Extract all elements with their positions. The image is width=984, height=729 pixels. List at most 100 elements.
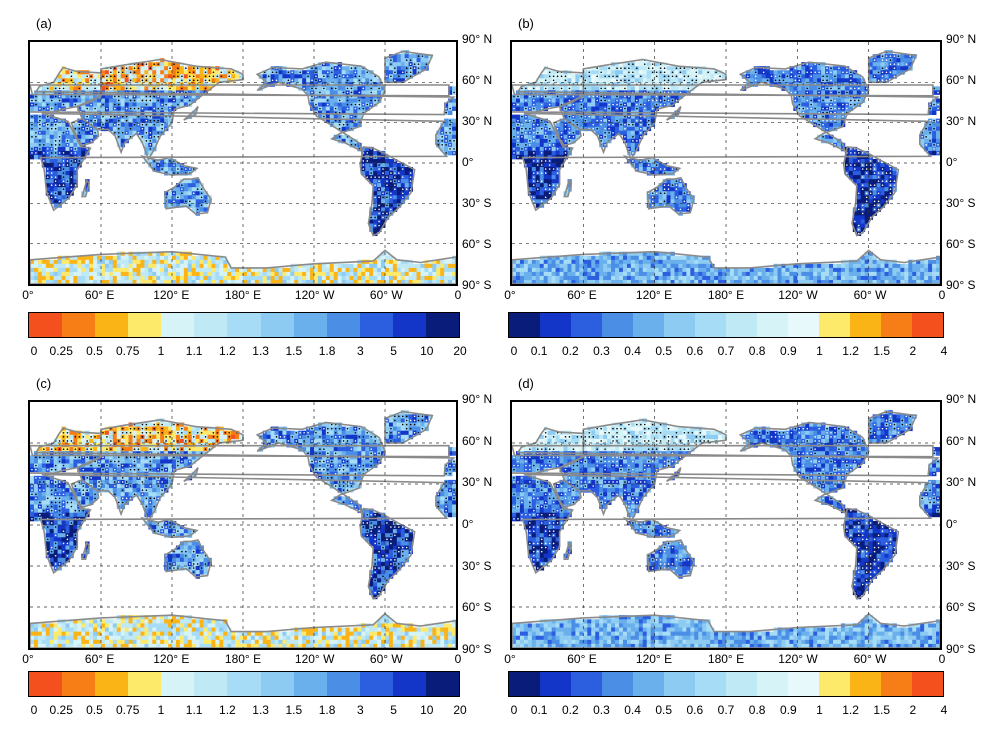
longitude-tick-label: 60° E bbox=[85, 288, 114, 302]
colorbar-segment bbox=[393, 313, 426, 337]
latitude-tick-label: 30° N bbox=[946, 475, 976, 489]
longitude-tick-label: 120° W bbox=[295, 652, 334, 666]
latitude-tick-label: 0° bbox=[462, 517, 473, 531]
colorbar-segment bbox=[194, 672, 227, 696]
colorbar-segment bbox=[633, 672, 664, 696]
colorbar-tick-label: 0.2 bbox=[562, 703, 579, 717]
colorbar-tick-label: 1.1 bbox=[186, 703, 203, 717]
colorbar-tick-label: 1 bbox=[158, 703, 165, 717]
colorbar-tick-label: 0.5 bbox=[86, 703, 103, 717]
colorbar-tick-label: 0.8 bbox=[749, 344, 766, 358]
colorbar-segment bbox=[602, 672, 633, 696]
latitude-tick-label: 0° bbox=[462, 155, 473, 169]
panel-letter: (c) bbox=[36, 376, 51, 391]
colorbar-tick-label: 2 bbox=[910, 703, 917, 717]
colorbar-segment bbox=[509, 313, 540, 337]
colorbar-segment bbox=[227, 672, 260, 696]
longitude-tick-label: 0 bbox=[939, 652, 946, 666]
colorbar-segment bbox=[571, 313, 602, 337]
longitude-tick-label: 180° E bbox=[225, 652, 261, 666]
latitude-tick-label: 90° N bbox=[462, 392, 492, 406]
colorbar-tick-label: 0.25 bbox=[50, 703, 73, 717]
colorbar-tick-label: 1 bbox=[158, 344, 165, 358]
colorbar-tick-label: 5 bbox=[390, 703, 397, 717]
latitude-tick-label: 90° S bbox=[946, 278, 975, 292]
colorbar-segment bbox=[726, 313, 757, 337]
colorbar-segment bbox=[261, 672, 294, 696]
colorbar-tick-label: 0 bbox=[511, 344, 518, 358]
colorbar-tick-label: 10 bbox=[420, 344, 433, 358]
colorbar-segment bbox=[426, 672, 459, 696]
longitude-tick-label: 0 bbox=[455, 652, 462, 666]
colorbar bbox=[28, 671, 460, 697]
colorbar-segment bbox=[95, 672, 128, 696]
colorbar-tick-label: 1.5 bbox=[873, 703, 890, 717]
colorbar-segment bbox=[29, 672, 62, 696]
colorbar-segment bbox=[261, 313, 294, 337]
colorbar-tick-label: 4 bbox=[941, 344, 948, 358]
latitude-tick-label: 90° N bbox=[946, 32, 976, 46]
panel-letter: (d) bbox=[518, 376, 534, 391]
colorbar-tick-label: 20 bbox=[453, 344, 466, 358]
colorbar-segment bbox=[757, 313, 788, 337]
colorbar-tick-label: 0.5 bbox=[86, 344, 103, 358]
colorbar-tick-label: 1.3 bbox=[252, 344, 269, 358]
colorbar-tick-label: 1.8 bbox=[319, 703, 336, 717]
longitude-tick-label: 0 bbox=[455, 288, 462, 302]
colorbar-tick-label: 0.75 bbox=[116, 344, 139, 358]
longitude-tick-label: 120° E bbox=[636, 288, 672, 302]
latitude-tick-label: 60° N bbox=[462, 73, 492, 87]
colorbar-segment bbox=[360, 313, 393, 337]
colorbar-tick-label: 0 bbox=[31, 703, 38, 717]
colorbar-tick-label: 0.5 bbox=[655, 703, 672, 717]
latitude-tick-label: 60° N bbox=[946, 434, 976, 448]
colorbar-segment bbox=[726, 672, 757, 696]
colorbar-segment bbox=[912, 672, 943, 696]
latitude-tick-label: 30° N bbox=[462, 475, 492, 489]
latitude-tick-label: 60° S bbox=[462, 237, 491, 251]
colorbar-tick-label: 0 bbox=[31, 344, 38, 358]
colorbar-tick-label: 0.4 bbox=[624, 703, 641, 717]
colorbar-tick-label: 1.5 bbox=[873, 344, 890, 358]
latitude-tick-label: 60° N bbox=[946, 73, 976, 87]
latitude-tick-label: 30° N bbox=[462, 114, 492, 128]
map-panel bbox=[510, 40, 942, 286]
colorbar-segment bbox=[850, 313, 881, 337]
longitude-tick-label: 60° W bbox=[370, 288, 403, 302]
colorbar-segment bbox=[695, 313, 726, 337]
colorbar-tick-label: 0 bbox=[511, 703, 518, 717]
map-canvas bbox=[30, 402, 456, 648]
colorbar-segment bbox=[788, 313, 819, 337]
colorbar-tick-label: 3 bbox=[357, 344, 364, 358]
colorbar bbox=[28, 312, 460, 338]
colorbar-segment bbox=[664, 313, 695, 337]
colorbar-tick-label: 0.7 bbox=[718, 703, 735, 717]
map-panel bbox=[510, 400, 942, 650]
colorbar-segment bbox=[881, 672, 912, 696]
longitude-tick-label: 60° E bbox=[567, 288, 596, 302]
colorbar-tick-label: 1.1 bbox=[186, 344, 203, 358]
latitude-tick-label: 60° S bbox=[946, 600, 975, 614]
latitude-tick-label: 60° N bbox=[462, 434, 492, 448]
latitude-tick-label: 90° S bbox=[462, 278, 491, 292]
colorbar-segment bbox=[819, 313, 850, 337]
colorbar-tick-label: 1.2 bbox=[219, 703, 236, 717]
colorbar-tick-label: 0.1 bbox=[531, 344, 548, 358]
colorbar-tick-label: 0.8 bbox=[749, 703, 766, 717]
longitude-tick-label: 60° E bbox=[567, 652, 596, 666]
longitude-tick-label: 120° W bbox=[778, 288, 817, 302]
colorbar-tick-label: 1 bbox=[816, 344, 823, 358]
longitude-tick-label: 180° E bbox=[708, 288, 744, 302]
longitude-tick-label: 60° W bbox=[854, 652, 887, 666]
colorbar-segment bbox=[327, 313, 360, 337]
colorbar-segment bbox=[633, 313, 664, 337]
latitude-tick-label: 90° N bbox=[946, 392, 976, 406]
colorbar-segment bbox=[95, 313, 128, 337]
colorbar-segment bbox=[161, 672, 194, 696]
panel-letter: (b) bbox=[518, 16, 534, 31]
longitude-tick-label: 180° E bbox=[708, 652, 744, 666]
longitude-tick-label: 0° bbox=[504, 652, 515, 666]
colorbar-tick-label: 0.2 bbox=[562, 344, 579, 358]
colorbar-tick-label: 0.3 bbox=[593, 703, 610, 717]
colorbar-segment bbox=[62, 672, 95, 696]
